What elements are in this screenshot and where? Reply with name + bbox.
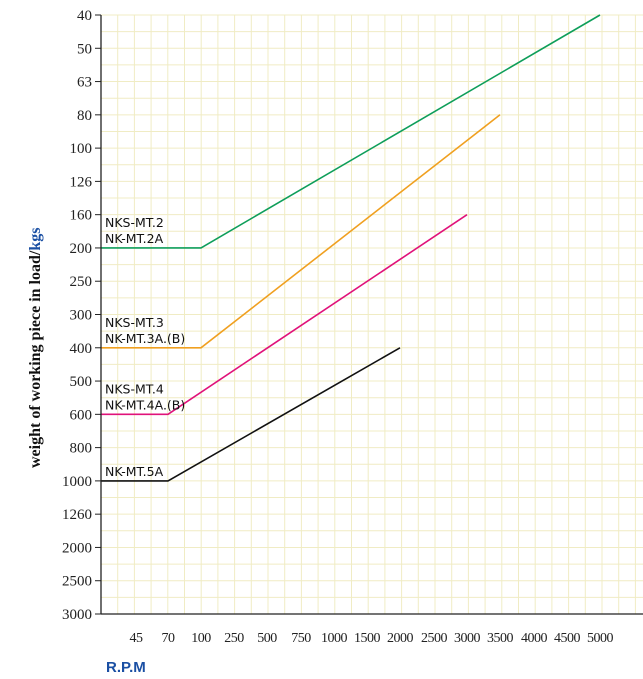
y-tick-label: 40 — [77, 8, 92, 24]
y-tick-label: 1260 — [62, 507, 92, 523]
y-tick-label: 200 — [70, 241, 93, 257]
series-label: NK-MT.5A — [105, 464, 164, 479]
y-tick-label: 100 — [70, 141, 93, 157]
y-tick-labels: 40 50 63 80 100 126 160 200 250 300 400 500 600 800 10… — [62, 8, 93, 623]
y-tick-label: 1000 — [62, 474, 92, 490]
y-axis-label-main: weight of working piece in load/ — [27, 250, 44, 468]
y-axis-label-unit: kgs — [27, 228, 44, 251]
x-tick-label: 500 — [257, 631, 277, 646]
y-tick-label: 800 — [70, 441, 93, 457]
series-line — [101, 114, 501, 349]
y-tick-label: 126 — [70, 174, 93, 190]
y-tick-label: 2000 — [62, 540, 92, 556]
series-line — [101, 347, 401, 482]
x-tick-label: 70 — [162, 631, 176, 646]
x-tick-label: 100 — [191, 631, 211, 646]
x-tick-label: 250 — [224, 631, 244, 646]
y-tick-label: 63 — [77, 75, 92, 91]
y-tick-label: 50 — [77, 41, 92, 57]
series-label: NK-MT.2A — [105, 231, 164, 246]
y-tick-label: 160 — [70, 208, 93, 224]
series-lines — [101, 14, 601, 482]
y-tick-label: 2500 — [62, 574, 92, 590]
x-tick-label: 4500 — [554, 631, 581, 646]
series-label: NKS-MT.4 — [105, 381, 164, 396]
x-tick-label: 1000 — [321, 631, 348, 646]
x-tick-label: 1500 — [354, 631, 381, 646]
y-tick-label: 80 — [77, 108, 92, 124]
x-tick-label: 2000 — [387, 631, 414, 646]
x-axis-label: R.P.M — [106, 659, 146, 676]
grid-lines — [100, 14, 643, 615]
x-tick-label: 750 — [291, 631, 311, 646]
x-tick-label: 3500 — [487, 631, 514, 646]
series-label: NK-MT.3A.(B) — [105, 331, 185, 346]
x-tick-label: 45 — [130, 631, 144, 646]
series-line — [101, 14, 601, 249]
series-label: NK-MT.4A.(B) — [105, 397, 185, 412]
x-tick-label: 5000 — [587, 631, 614, 646]
series-label: NKS-MT.2 — [105, 215, 164, 230]
x-tick-labels: 45 70 100 250 500 750 1000 1500 2000 2500 3000 3500… — [130, 631, 615, 646]
series-line — [101, 214, 468, 416]
x-tick-label: 4000 — [521, 631, 548, 646]
series-label: NKS-MT.3 — [105, 315, 164, 330]
y-tick-label: 250 — [70, 274, 93, 290]
y-tick-label: 3000 — [62, 607, 92, 623]
y-tick-label: 500 — [70, 374, 93, 390]
y-tick-label: 300 — [70, 308, 93, 324]
y-axis-label: weight of working piece in load/kgs — [27, 228, 44, 468]
x-tick-label: 3000 — [454, 631, 481, 646]
x-tick-label: 2500 — [421, 631, 448, 646]
y-tick-label: 400 — [70, 341, 93, 357]
y-tick-label: 600 — [70, 407, 93, 423]
series-labels: NKS-MT.2NK-MT.2A NKS-MT.3NK-MT.3A.(B) NKS-… — [105, 215, 185, 479]
axes — [95, 14, 643, 615]
